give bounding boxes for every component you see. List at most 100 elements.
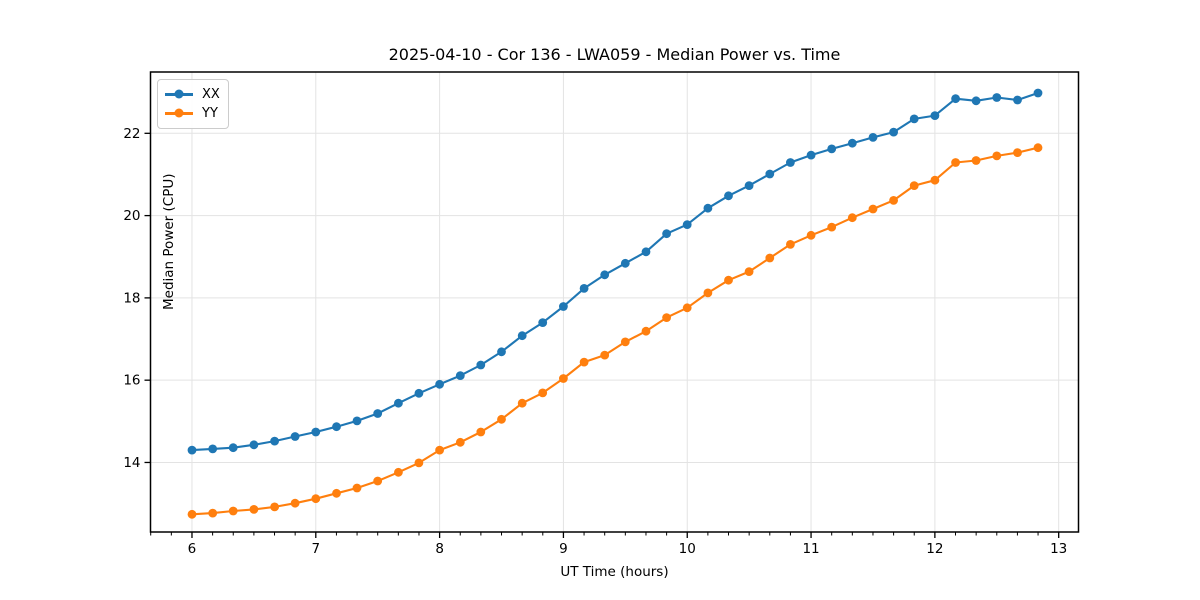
series-xx-marker — [435, 379, 444, 389]
series-xx-marker — [847, 138, 857, 148]
x-tick-label: 10 — [679, 541, 696, 557]
series-yy-marker — [765, 253, 775, 263]
series-yy-marker — [889, 196, 898, 205]
legend-marker-icon — [174, 89, 184, 99]
series-xx-marker — [249, 440, 259, 450]
series-xx-marker — [889, 127, 898, 137]
series-yy-marker — [827, 222, 837, 232]
series-xx-marker — [290, 432, 300, 441]
tick-marks — [144, 132, 1060, 538]
y-tick-label: 20 — [123, 208, 140, 224]
series-xx-marker — [394, 398, 403, 408]
series-yy-marker — [682, 303, 692, 313]
series-yy-marker — [930, 175, 940, 185]
series-xx-marker — [187, 445, 197, 455]
legend-item-xx: XX — [165, 85, 220, 104]
data-series — [187, 88, 1043, 519]
y-axis-label: Median Power (CPU) — [161, 173, 178, 310]
axes — [149, 71, 1080, 533]
series-yy-marker — [806, 230, 816, 240]
series-xx-marker — [786, 158, 795, 167]
series-yy-marker — [579, 357, 589, 367]
legend-line-sample-yy — [165, 108, 193, 118]
x-tick-label: 7 — [311, 541, 320, 557]
legend-item-yy: YY — [165, 104, 220, 123]
series-xx-marker — [1033, 88, 1043, 98]
series-yy-marker — [868, 204, 878, 214]
series-yy-marker — [951, 158, 960, 167]
x-tick-label: 11 — [802, 541, 819, 557]
series-xx-marker — [868, 133, 878, 142]
series-xx-marker — [909, 114, 919, 124]
grid-lines — [150, 72, 1079, 532]
x-tick-label: 8 — [435, 541, 444, 557]
series-xx-marker — [208, 444, 218, 454]
series-xx-marker — [971, 96, 981, 106]
series-xx-marker — [600, 270, 610, 280]
series-yy-marker — [435, 445, 444, 455]
series-yy-marker — [311, 494, 321, 504]
series-xx-marker — [951, 94, 960, 104]
series-xx-marker — [744, 181, 754, 191]
series-yy-marker — [724, 275, 733, 285]
legend-marker-icon — [174, 108, 184, 118]
series-xx-marker — [332, 422, 341, 432]
chart-title: 2025-04-10 - Cor 136 - LWA059 - Median P… — [388, 45, 841, 64]
series-xx-marker — [724, 191, 733, 201]
series-yy-marker — [517, 398, 527, 408]
legend-label-yy: YY — [202, 106, 218, 121]
series-yy-marker — [641, 326, 651, 336]
series-yy-marker — [786, 240, 795, 249]
series-yy-marker — [909, 181, 919, 191]
x-tick-label: 6 — [188, 541, 197, 557]
series-yy-marker — [414, 458, 424, 468]
legend-label-xx: XX — [202, 87, 220, 102]
series-yy-marker — [228, 506, 238, 516]
series-xx-marker — [455, 371, 465, 380]
series-xx-marker — [414, 388, 424, 398]
series-yy-marker — [373, 476, 383, 486]
series-xx-marker — [703, 203, 713, 213]
series-xx-marker — [662, 229, 671, 239]
series-xx-marker — [352, 416, 362, 426]
series-xx-marker — [1013, 95, 1022, 105]
plot-border — [149, 71, 1080, 533]
series-xx-marker — [538, 318, 548, 327]
series-yy-marker — [538, 388, 548, 398]
series-xx-marker — [559, 302, 568, 311]
y-tick-label: 18 — [123, 290, 140, 306]
series-xx-marker — [373, 409, 383, 418]
series-yy-marker — [992, 151, 1002, 161]
series-yy-marker — [249, 505, 259, 514]
series-xx-marker — [579, 284, 589, 293]
series-xx-marker — [930, 111, 940, 120]
series-xx-marker — [641, 247, 651, 257]
series-xx-marker — [497, 347, 506, 357]
series-yy-marker — [208, 508, 218, 518]
series-xx-marker — [806, 150, 816, 160]
series-yy-marker — [744, 267, 754, 276]
series-xx-marker — [620, 258, 630, 268]
series-xx-marker — [827, 144, 837, 154]
series-yy-marker — [1013, 148, 1022, 158]
x-tick-label: 9 — [559, 541, 568, 557]
series-yy-marker — [455, 437, 465, 447]
x-tick-label: 13 — [1050, 541, 1067, 557]
legend: XX YY — [157, 79, 229, 129]
series-yy-marker — [497, 414, 506, 424]
series-yy-marker — [662, 313, 671, 322]
series-yy-marker — [703, 288, 713, 298]
tick-labels: 6 7 8 9 10 11 12 13 14 16 18 20 22 — [123, 126, 1067, 557]
series-yy-marker — [559, 374, 568, 383]
series-yy-marker — [476, 427, 486, 437]
series-xx-marker — [765, 169, 775, 179]
series-yy-marker — [847, 213, 857, 223]
series-yy-marker — [352, 483, 362, 493]
y-tick-label: 14 — [123, 455, 140, 471]
series-yy-marker — [270, 502, 279, 512]
series-yy-line — [190, 146, 1040, 516]
series-xx-marker — [992, 93, 1002, 102]
legend-line-sample-xx — [165, 89, 193, 99]
